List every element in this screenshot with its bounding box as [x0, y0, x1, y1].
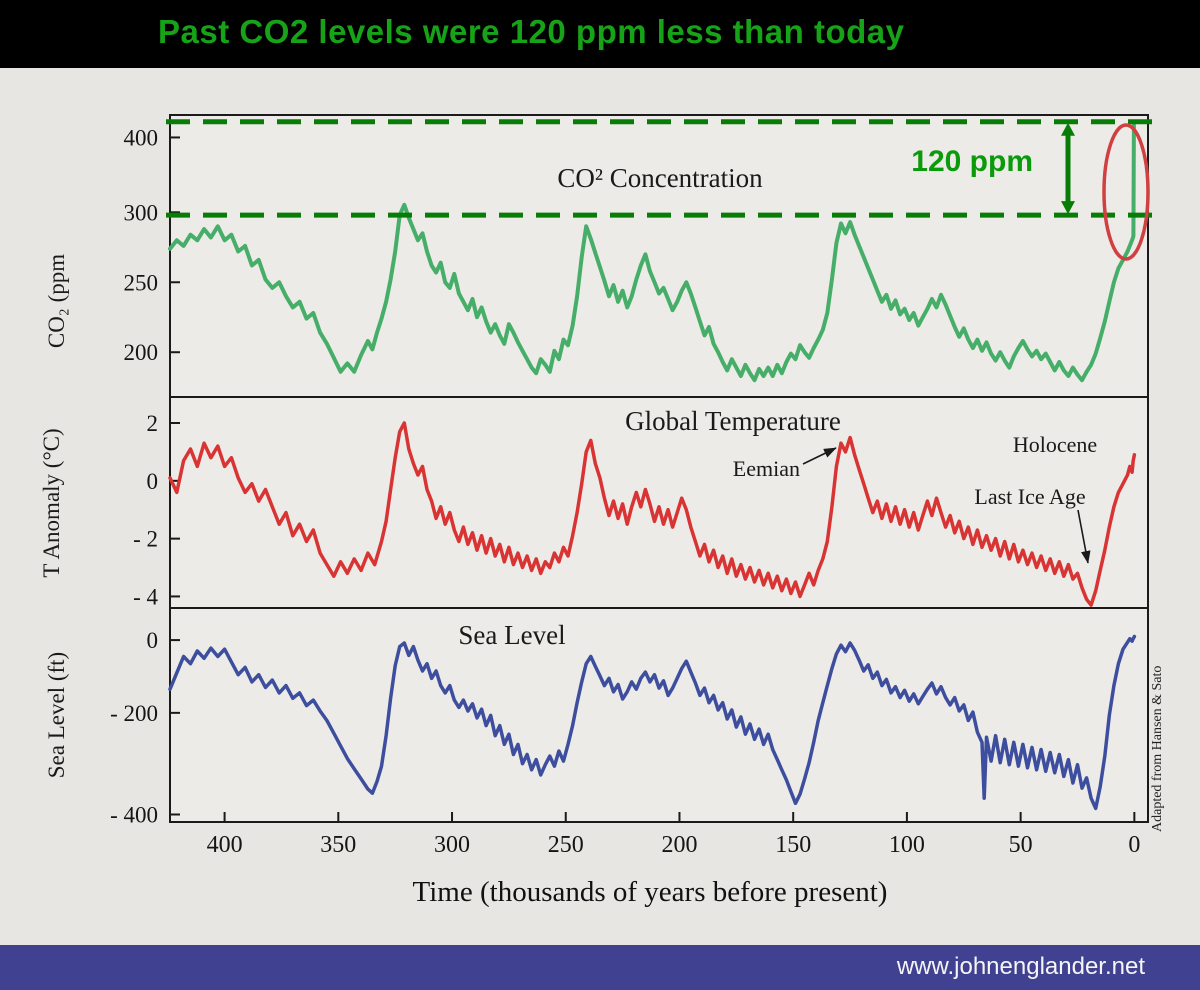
last-ice-age-annotation: Last Ice Age — [974, 484, 1086, 509]
co2-ytick-label: 250 — [124, 270, 159, 295]
sea-level-panel-title: Sea Level — [458, 620, 566, 650]
website-url: www.johnenglander.net — [896, 953, 1145, 980]
x-tick-label: 400 — [207, 832, 243, 858]
source-credit: Adapted from Hansen & Sato — [1150, 665, 1165, 832]
sea-level-y-axis-label: Sea Level (ft) — [44, 651, 69, 779]
120ppm-arrow-head-up — [1061, 122, 1075, 136]
temp-series-line — [168, 421, 1137, 607]
co2-ytick-label: 300 — [124, 200, 159, 225]
x-tick-label: 250 — [548, 832, 584, 858]
sea-ytick-label: - 200 — [110, 701, 158, 726]
temp-ytick-label: 2 — [147, 411, 159, 436]
temperature-y-axis-label: T Anomaly (°C) — [39, 428, 64, 578]
120ppm-arrow-head-down — [1061, 201, 1075, 215]
co2-y-axis-label: CO₂ (ppm — [44, 253, 69, 349]
x-tick-label: 200 — [661, 832, 697, 858]
x-tick-label: 100 — [889, 832, 925, 858]
temperature-panel-title: Global Temperature — [625, 406, 841, 436]
co2-series-line — [168, 119, 1137, 383]
co2-panel-title: CO² Concentration — [557, 163, 763, 193]
120ppm-gap-label: 120 ppm — [911, 145, 1033, 178]
holocene-annotation: Holocene — [1012, 432, 1098, 457]
x-tick-label: 0 — [1128, 832, 1140, 858]
co2-ytick-label: 400 — [124, 125, 159, 150]
temp-ytick-label: 0 — [147, 469, 159, 494]
slide-title: Past CO2 levels were 120 ppm less than t… — [158, 13, 905, 50]
eemian-annotation: Eemian — [732, 456, 800, 481]
current-co2-highlight-ellipse — [1102, 123, 1150, 261]
temp-ytick-label: - 4 — [133, 584, 158, 609]
sea-ytick-label: - 400 — [110, 803, 158, 828]
temp-panel-frame — [169, 396, 1149, 609]
x-tick-label: 150 — [775, 832, 811, 858]
temp-ytick-label: - 2 — [133, 527, 158, 552]
footer-bar: www.johnenglander.net — [0, 945, 1200, 990]
sea-series-line — [168, 634, 1137, 811]
header-bar: Past CO2 levels were 120 ppm less than t… — [0, 0, 1200, 68]
sea-ytick-label: 0 — [147, 628, 159, 653]
x-tick-label: 300 — [434, 832, 470, 858]
x-tick-label: 350 — [320, 832, 356, 858]
co2-panel-frame — [169, 114, 1149, 398]
x-tick-label: 50 — [1009, 832, 1033, 858]
x-axis-title: Time (thousands of years before present) — [412, 876, 888, 908]
co2-ytick-label: 200 — [124, 340, 159, 365]
